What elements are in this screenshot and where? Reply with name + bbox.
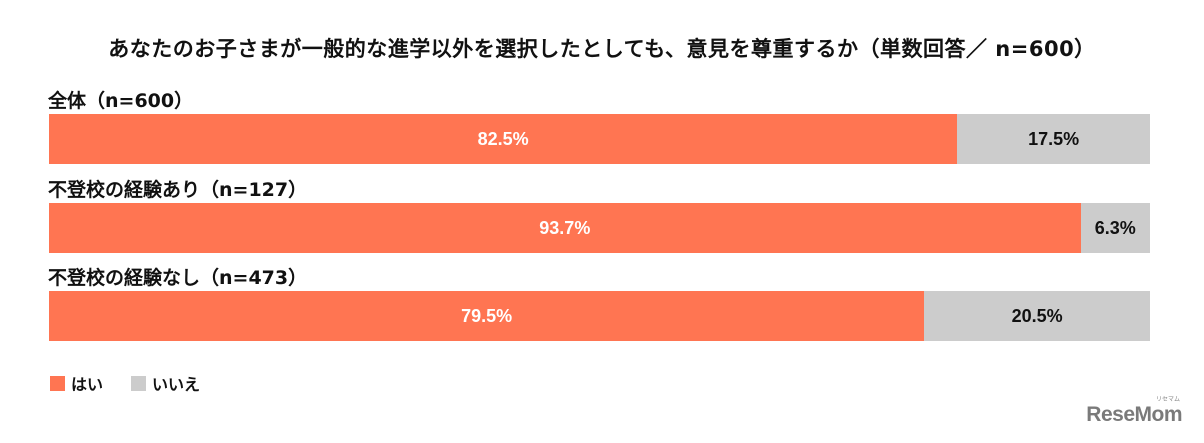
value-label: 6.3%	[1094, 217, 1136, 238]
bar-segment-no: 17.5%	[957, 114, 1150, 164]
group-label-truancy-no: 不登校の経験なし（n=473）	[48, 267, 308, 289]
group-label-overall: 全体（n=600）	[48, 90, 194, 112]
bar-segment-no: 6.3%	[1080, 203, 1150, 253]
value-label: 82.5%	[477, 128, 529, 149]
chart-title: あなたのお子さまが一般的な進学以外を選択したとしても、意見を尊重するか（単数回答…	[108, 37, 1096, 61]
legend: はい いいえ	[50, 371, 228, 395]
value-label: 93.7%	[539, 217, 591, 238]
bar-segment-yes: 93.7%	[49, 203, 1081, 253]
legend-item-yes: はい	[50, 371, 103, 395]
bar-overall: 82.5% 17.5%	[49, 114, 1150, 164]
legend-swatch-no	[131, 375, 147, 391]
legend-label: いいえ	[152, 375, 201, 394]
legend-item-no: いいえ	[131, 371, 200, 395]
legend-label: はい	[71, 375, 104, 394]
value-label: 20.5%	[1011, 305, 1063, 326]
value-label: 79.5%	[461, 305, 513, 326]
logo-ruby: リセマム	[1155, 396, 1180, 403]
bar-segment-yes: 82.5%	[49, 114, 958, 164]
bar-truancy-no: 79.5% 20.5%	[49, 291, 1150, 341]
bar-truancy-yes: 93.7% 6.3%	[49, 203, 1150, 253]
bar-segment-yes: 79.5%	[49, 291, 925, 341]
legend-swatch-yes	[50, 375, 65, 391]
value-label: 17.5%	[1028, 128, 1080, 149]
resemom-logo: ReseMom	[1086, 403, 1182, 426]
bar-segment-no: 20.5%	[924, 291, 1150, 341]
group-label-truancy-yes: 不登校の経験あり（n=127）	[48, 179, 308, 201]
